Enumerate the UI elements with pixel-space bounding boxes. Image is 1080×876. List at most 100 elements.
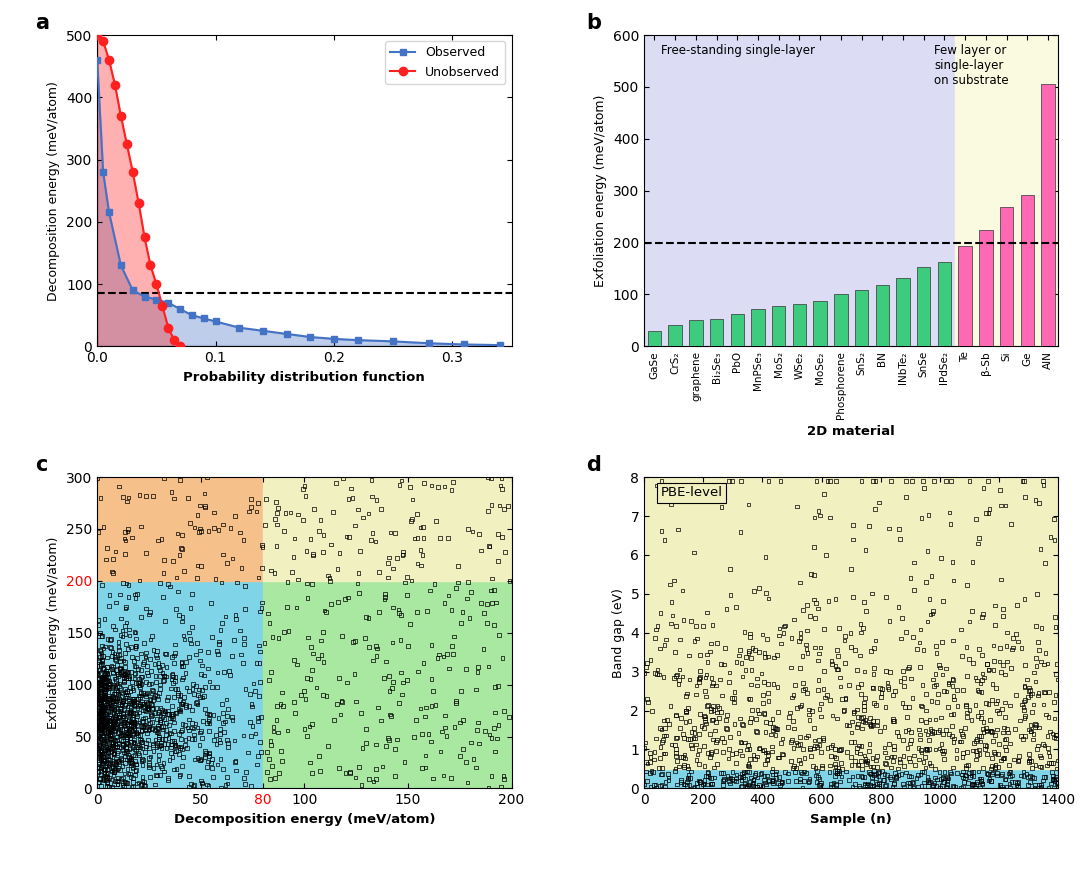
Point <box>92 677 109 691</box>
Point <box>885 714 902 728</box>
Point <box>662 577 679 591</box>
Point <box>964 765 982 779</box>
Point <box>1022 688 1039 702</box>
Point <box>1040 781 1057 795</box>
Point <box>852 687 869 701</box>
Point <box>140 741 158 755</box>
Point <box>905 555 922 569</box>
Point <box>912 732 929 746</box>
Point <box>728 772 745 786</box>
Point <box>931 766 948 780</box>
Point <box>865 764 882 778</box>
Point <box>171 608 188 622</box>
Point <box>914 678 931 692</box>
Point <box>94 747 111 761</box>
Point <box>150 732 167 746</box>
Point <box>703 678 720 692</box>
Point <box>880 737 897 751</box>
Point <box>159 737 176 751</box>
Point <box>997 773 1014 787</box>
Point <box>102 676 119 690</box>
Point <box>368 641 386 655</box>
Point <box>107 695 124 709</box>
Point <box>314 689 332 703</box>
Point <box>981 662 998 676</box>
Point <box>325 713 342 727</box>
Point <box>131 728 148 742</box>
Point <box>653 735 671 749</box>
Point <box>122 756 139 770</box>
Point <box>211 637 228 651</box>
Point <box>993 753 1010 767</box>
Point <box>470 527 487 541</box>
Point <box>1015 769 1032 783</box>
Point <box>855 748 873 762</box>
Point <box>875 773 892 787</box>
Point <box>181 516 199 530</box>
Point <box>327 476 345 490</box>
Point <box>993 666 1010 680</box>
Point <box>901 661 918 675</box>
Point <box>340 530 357 544</box>
Bar <box>793 304 806 346</box>
Point <box>826 757 843 771</box>
Point <box>95 762 112 776</box>
Point <box>249 715 267 729</box>
Point <box>383 635 401 649</box>
Point <box>759 649 777 663</box>
Point <box>140 607 158 621</box>
Point <box>219 740 237 754</box>
Point <box>1034 621 1051 635</box>
Point <box>1032 778 1050 792</box>
Point <box>716 641 733 655</box>
Point <box>93 696 110 710</box>
Point <box>489 679 507 693</box>
Point <box>332 708 349 722</box>
Point <box>99 670 117 684</box>
Point <box>792 631 809 645</box>
Point <box>193 690 211 704</box>
Point <box>483 498 500 512</box>
Point <box>731 770 748 784</box>
Point <box>90 750 107 764</box>
Point <box>279 576 296 590</box>
Point <box>464 752 482 766</box>
Point <box>919 544 936 558</box>
Point <box>703 702 720 716</box>
Point <box>260 616 278 630</box>
Point <box>105 717 122 731</box>
Point <box>133 696 150 710</box>
Point <box>1025 666 1042 680</box>
Point <box>141 632 159 646</box>
Point <box>411 543 429 557</box>
Point <box>826 769 843 783</box>
Point <box>164 750 181 764</box>
Point <box>100 780 118 794</box>
Point <box>740 738 757 752</box>
Point <box>495 704 512 718</box>
Point <box>165 736 183 750</box>
Point <box>91 739 108 753</box>
Point <box>845 533 862 547</box>
Point <box>100 713 118 727</box>
Point <box>855 770 873 784</box>
Point <box>246 683 264 697</box>
Point <box>98 770 116 784</box>
Point <box>960 766 977 781</box>
Point <box>980 663 997 677</box>
Point <box>189 636 206 650</box>
Point <box>90 733 107 747</box>
Point <box>96 679 113 693</box>
Point <box>90 668 107 682</box>
Point <box>100 588 118 602</box>
Point <box>814 682 832 696</box>
Point <box>151 715 168 729</box>
Point <box>985 654 1002 668</box>
Point <box>212 752 229 766</box>
Point <box>931 658 948 672</box>
Point <box>320 569 337 583</box>
Point <box>669 753 686 767</box>
Point <box>957 721 974 735</box>
Point <box>96 679 113 693</box>
Point <box>842 639 860 653</box>
